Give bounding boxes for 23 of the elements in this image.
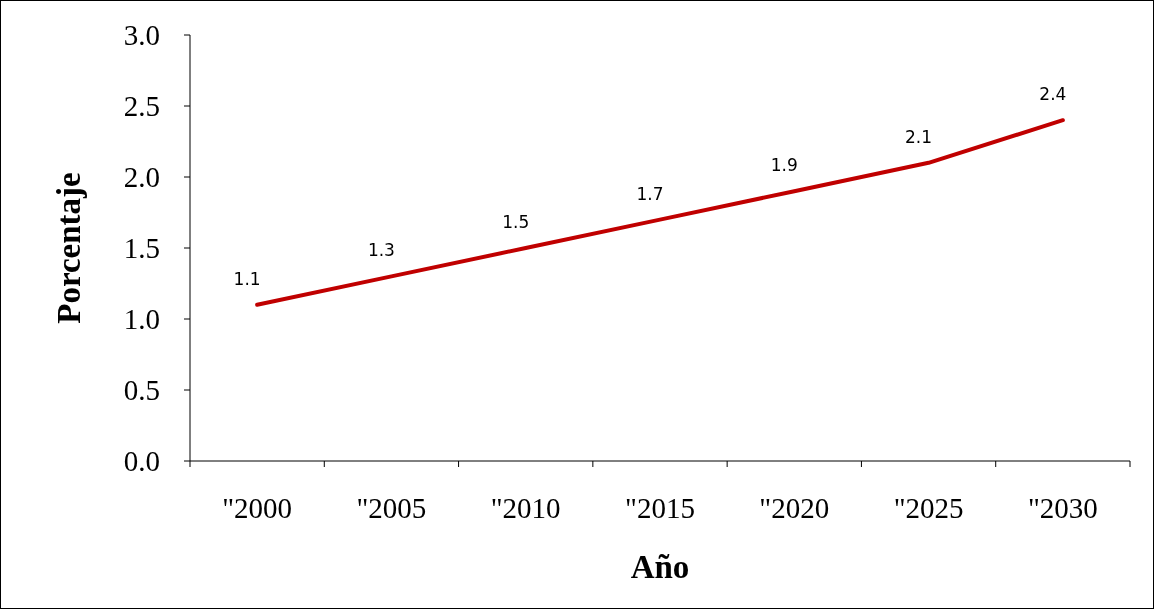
y-tick-label: 0.0	[123, 445, 160, 478]
x-tick-label: "2005	[356, 492, 427, 524]
y-tick-label: 2.0	[123, 161, 160, 194]
y-tick-label: 0.5	[123, 374, 160, 407]
y-axis-title: Porcentaje	[51, 172, 87, 324]
data-label: 2.4	[1039, 84, 1067, 105]
x-axis-title: Año	[630, 549, 690, 585]
x-tick-label: "2000	[222, 492, 293, 524]
x-tick-label: "2025	[893, 492, 964, 524]
y-tick-label: 1.5	[123, 232, 160, 265]
y-tick-label: 2.5	[123, 90, 160, 123]
x-tick-label: "2010	[490, 492, 561, 524]
y-tick-label: 3.0	[123, 19, 160, 52]
data-label: 2.1	[905, 126, 933, 147]
data-label: 1.9	[770, 155, 798, 176]
x-tick-label: "2015	[625, 492, 695, 524]
x-tick-label: "2030	[1027, 492, 1098, 524]
data-label: 1.1	[233, 268, 261, 289]
data-label: 1.5	[502, 212, 530, 232]
data-label: 1.7	[636, 183, 664, 204]
y-tick-label: 1.0	[123, 303, 160, 336]
x-tick-label: "2020	[759, 492, 830, 524]
data-label: 1.3	[367, 240, 395, 261]
